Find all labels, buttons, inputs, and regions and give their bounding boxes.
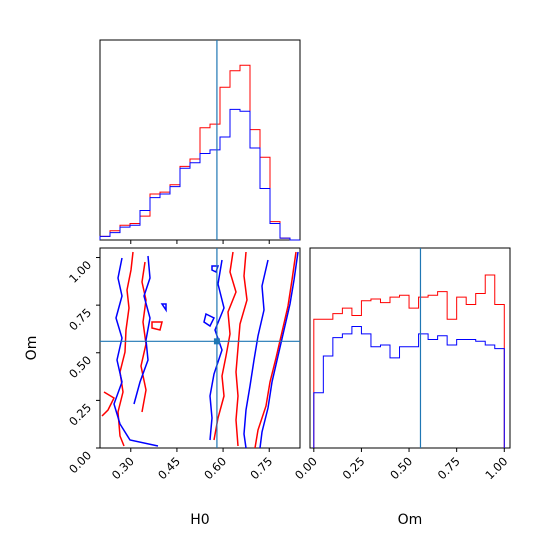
blue-contour-right [259, 251, 299, 448]
h0-marginal-panel [99, 39, 301, 244]
blue-contour-mid [209, 259, 225, 441]
red-contour-small-2 [151, 321, 163, 331]
joint-y-tick-label-4: 1.00 [66, 258, 94, 286]
h0-marginal-ticks [130, 240, 270, 244]
red-contour-mid [213, 251, 237, 441]
joint-x-tick-label-0: 0.30 [109, 454, 137, 482]
x-axis-title-h0: H0 [190, 512, 209, 528]
joint-y-tick-label-2: 0.50 [66, 353, 94, 381]
joint-y-ticks: 0.00 0.25 0.50 0.75 1.00 [66, 257, 100, 476]
joint-x-tick-label-3: 0.75 [247, 454, 275, 482]
om-x-tick-label-4: 1.00 [482, 454, 510, 482]
h0-marginal-frame [99, 39, 301, 241]
joint-frame [99, 247, 301, 449]
h0-om-joint-panel: 0.30 0.45 0.60 0.75 0.00 0.25 0.50 0.75 1.00 H0… [24, 247, 301, 528]
joint-y-tick-label-1: 0.25 [66, 401, 94, 429]
blue-contour-left-inner [133, 255, 151, 405]
om-x-tick-label-1: 0.25 [340, 454, 368, 482]
om-x-tick-label-3: 0.75 [435, 454, 463, 482]
blue-contour-left [113, 257, 159, 447]
blue-contour-right-outer [243, 259, 269, 448]
red-contour-small-1 [101, 391, 115, 417]
h0-hist-series-1 [99, 108, 300, 241]
om-marginal-frame [309, 247, 511, 449]
truth-marker [213, 338, 220, 345]
red-contour-left-inner [140, 261, 147, 413]
joint-y-tick-label-0: 0.00 [66, 448, 94, 476]
om-x-ticks: 0.00 0.25 0.50 0.75 1.00 [292, 448, 510, 482]
joint-x-ticks: 0.30 0.45 0.60 0.75 [109, 448, 275, 482]
y-axis-title-om: Om [24, 336, 40, 361]
joint-x-tick-label-2: 0.60 [201, 454, 229, 482]
om-marginal-panel: 0.00 0.25 0.50 0.75 1.00 Om [292, 247, 511, 528]
blue-contour-small-1 [211, 265, 220, 274]
blue-contour-small-2 [160, 303, 167, 313]
red-contour-right-outer [235, 251, 248, 447]
om-x-tick-label-2: 0.50 [387, 454, 415, 482]
om-hist-series-1 [313, 326, 505, 448]
joint-x-tick-label-1: 0.45 [155, 454, 183, 482]
h0-histograms [99, 64, 300, 241]
blue-contour-small-3 [203, 312, 216, 328]
red-contours [101, 251, 297, 448]
red-contour-right [254, 251, 297, 448]
om-histograms [313, 274, 505, 448]
x-axis-title-om: Om [398, 512, 423, 528]
joint-y-tick-label-3: 0.75 [66, 305, 94, 333]
om-hist-series-0 [313, 274, 505, 448]
om-x-tick-label-0: 0.00 [292, 454, 320, 482]
blue-contours [113, 251, 299, 448]
